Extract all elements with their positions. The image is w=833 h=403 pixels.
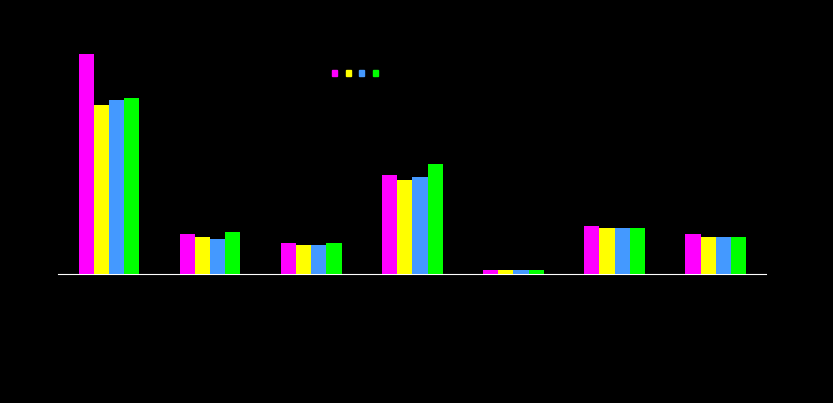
Bar: [615, 228, 630, 274]
Bar: [225, 232, 241, 274]
Bar: [600, 228, 615, 274]
Bar: [630, 228, 645, 274]
Bar: [397, 179, 412, 274]
Bar: [296, 245, 312, 274]
Bar: [498, 270, 513, 274]
Bar: [701, 237, 716, 274]
Bar: [327, 243, 342, 274]
Bar: [686, 235, 701, 274]
Bar: [731, 237, 746, 274]
Bar: [382, 175, 397, 274]
Bar: [513, 270, 529, 274]
Bar: [124, 98, 139, 274]
Bar: [210, 239, 225, 274]
Bar: [584, 226, 600, 274]
Bar: [180, 235, 195, 274]
Bar: [195, 237, 210, 274]
Legend: , , , : , , ,: [332, 69, 379, 79]
Bar: [529, 270, 544, 274]
Bar: [109, 100, 124, 274]
Bar: [716, 237, 731, 274]
Bar: [93, 105, 109, 274]
Bar: [412, 177, 427, 274]
Bar: [312, 245, 327, 274]
Bar: [483, 270, 498, 274]
Bar: [281, 243, 296, 274]
Bar: [78, 54, 93, 274]
Bar: [427, 164, 442, 274]
